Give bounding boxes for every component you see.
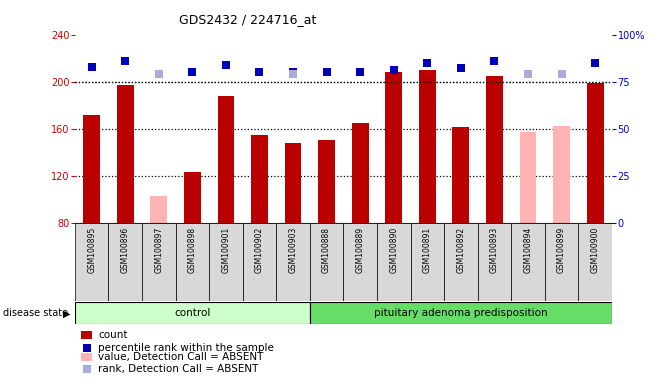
Text: GSM100893: GSM100893 bbox=[490, 227, 499, 273]
Text: GSM100898: GSM100898 bbox=[188, 227, 197, 273]
Point bbox=[322, 69, 332, 75]
Bar bbox=[519, 132, 536, 223]
Bar bbox=[81, 353, 92, 361]
Bar bbox=[452, 127, 469, 223]
Bar bbox=[251, 157, 268, 223]
Point bbox=[456, 65, 466, 71]
Text: GSM100903: GSM100903 bbox=[288, 227, 298, 273]
Text: pituitary adenoma predisposition: pituitary adenoma predisposition bbox=[374, 308, 547, 318]
Bar bbox=[419, 70, 436, 223]
Bar bbox=[578, 223, 612, 301]
Bar bbox=[344, 223, 377, 301]
Bar bbox=[217, 96, 234, 223]
Bar bbox=[209, 223, 243, 301]
Point bbox=[590, 60, 600, 66]
Point bbox=[288, 69, 298, 75]
Point bbox=[81, 345, 92, 351]
Text: GSM100902: GSM100902 bbox=[255, 227, 264, 273]
Point bbox=[81, 366, 92, 372]
Bar bbox=[478, 223, 511, 301]
Text: GSM100901: GSM100901 bbox=[221, 227, 230, 273]
Text: GSM100888: GSM100888 bbox=[322, 227, 331, 273]
Bar bbox=[75, 223, 109, 301]
Bar bbox=[117, 85, 133, 223]
Text: GSM100895: GSM100895 bbox=[87, 227, 96, 273]
Bar bbox=[284, 143, 301, 223]
Bar bbox=[545, 223, 578, 301]
Bar bbox=[176, 223, 209, 301]
Point bbox=[221, 61, 231, 68]
Text: GSM100900: GSM100900 bbox=[590, 227, 600, 273]
Text: GSM100892: GSM100892 bbox=[456, 227, 465, 273]
Point bbox=[120, 58, 130, 64]
Text: GSM100890: GSM100890 bbox=[389, 227, 398, 273]
Point bbox=[154, 71, 164, 77]
Point bbox=[523, 71, 533, 77]
Bar bbox=[444, 223, 478, 301]
Bar bbox=[251, 134, 268, 223]
Bar bbox=[109, 223, 142, 301]
Text: GSM100896: GSM100896 bbox=[120, 227, 130, 273]
Point bbox=[557, 71, 567, 77]
Text: GSM100894: GSM100894 bbox=[523, 227, 533, 273]
Bar bbox=[385, 72, 402, 223]
Text: ▶: ▶ bbox=[63, 308, 71, 318]
Bar bbox=[75, 302, 310, 324]
Point bbox=[87, 63, 97, 70]
Text: GSM100889: GSM100889 bbox=[355, 227, 365, 273]
Bar bbox=[243, 223, 276, 301]
Text: GSM100897: GSM100897 bbox=[154, 227, 163, 273]
Point bbox=[490, 58, 500, 64]
Bar bbox=[411, 223, 444, 301]
Point bbox=[422, 60, 432, 66]
Point bbox=[255, 69, 265, 75]
Text: rank, Detection Call = ABSENT: rank, Detection Call = ABSENT bbox=[98, 364, 259, 374]
Bar bbox=[310, 223, 344, 301]
Bar bbox=[587, 83, 603, 223]
Bar bbox=[511, 223, 545, 301]
Point bbox=[355, 69, 365, 75]
Text: control: control bbox=[174, 308, 210, 318]
Bar bbox=[486, 76, 503, 223]
Bar bbox=[150, 196, 167, 223]
Bar bbox=[310, 302, 612, 324]
Point bbox=[389, 67, 399, 73]
Bar bbox=[184, 172, 201, 223]
Bar bbox=[553, 126, 570, 223]
Text: GSM100891: GSM100891 bbox=[422, 227, 432, 273]
Bar bbox=[352, 123, 368, 223]
Bar bbox=[81, 331, 92, 339]
Point bbox=[288, 71, 298, 77]
Text: count: count bbox=[98, 330, 128, 340]
Bar bbox=[142, 223, 176, 301]
Text: GDS2432 / 224716_at: GDS2432 / 224716_at bbox=[178, 13, 316, 26]
Bar bbox=[276, 223, 310, 301]
Text: GSM100899: GSM100899 bbox=[557, 227, 566, 273]
Text: percentile rank within the sample: percentile rank within the sample bbox=[98, 343, 274, 353]
Bar bbox=[377, 223, 411, 301]
Bar bbox=[83, 114, 100, 223]
Text: value, Detection Call = ABSENT: value, Detection Call = ABSENT bbox=[98, 352, 264, 362]
Bar bbox=[318, 141, 335, 223]
Text: disease state: disease state bbox=[3, 308, 68, 318]
Point bbox=[187, 69, 197, 75]
